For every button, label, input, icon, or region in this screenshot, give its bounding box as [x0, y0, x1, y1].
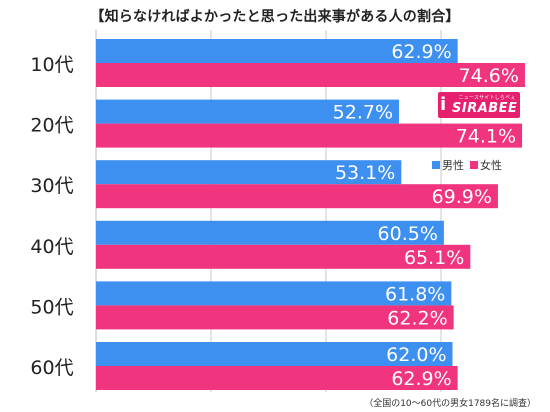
- bar-female: [96, 123, 523, 148]
- legend-item-female: 女性: [470, 157, 502, 173]
- legend: 男性 女性: [432, 157, 502, 173]
- category-label: 40代: [30, 236, 73, 258]
- bar-female: [96, 63, 525, 87]
- survey-footnote: （全国の10〜60代の男女1789名に調査）: [364, 399, 536, 409]
- data-label: 69.9%: [432, 186, 492, 208]
- data-label: 62.0%: [386, 344, 446, 366]
- data-label: 62.9%: [391, 41, 451, 63]
- bar-female: [96, 244, 471, 269]
- legend-item-male: 男性: [432, 157, 464, 173]
- bar-male: [96, 342, 453, 366]
- bar-female: [96, 305, 454, 330]
- sirabee-logo-subtitle: ニュースサイトしらべぇ: [458, 95, 516, 101]
- bar-female: [96, 366, 458, 390]
- grid-lines: [95, 30, 442, 392]
- data-label: 74.1%: [456, 126, 516, 148]
- category-label: 30代: [30, 175, 73, 197]
- data-label: 62.2%: [387, 307, 447, 329]
- bars: [96, 39, 525, 390]
- category-label: 10代: [30, 54, 73, 76]
- bar-male: [96, 99, 400, 124]
- legend-swatch-female: [470, 161, 478, 169]
- category-label: 20代: [30, 115, 73, 137]
- chart-title: 【知らなければよかったと思った出来事がある人の割合】: [90, 9, 460, 25]
- sirabee-logo: [438, 92, 520, 118]
- bar-female: [96, 184, 498, 209]
- labels: 10代 62.9% 74.6% 20代 52.7% 74.1% 30代 53.1% 69.9% 4…: [30, 41, 519, 390]
- data-label: 74.6%: [459, 65, 519, 87]
- category-label: 50代: [30, 296, 73, 318]
- legend-label-male: 男性: [442, 159, 464, 172]
- data-label: 60.5%: [378, 223, 438, 245]
- data-label: 61.8%: [385, 283, 445, 305]
- bar-male: [96, 39, 458, 63]
- bar-male: [96, 160, 402, 185]
- data-label: 65.1%: [404, 247, 464, 269]
- data-label: 53.1%: [335, 162, 395, 184]
- legend-swatch-male: [432, 161, 440, 169]
- data-label: 52.7%: [333, 102, 393, 124]
- legend-label-female: 女性: [480, 159, 502, 172]
- sirabee-logo-text: SIRABEE: [452, 101, 518, 116]
- bar-male: [96, 220, 444, 245]
- sirabee-logo-mark: i: [440, 94, 447, 115]
- category-label: 60代: [30, 357, 73, 379]
- bar-male: [96, 281, 452, 306]
- data-label: 62.9%: [391, 368, 451, 390]
